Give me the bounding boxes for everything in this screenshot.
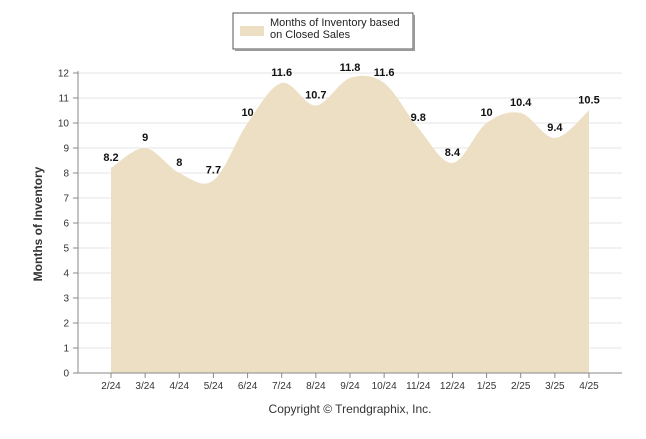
x-tick-label: 2/25 <box>511 381 531 392</box>
area-series <box>110 75 590 373</box>
data-point-5-24 <box>212 180 214 181</box>
x-tick-label: 9/24 <box>340 381 360 392</box>
data-point-2-25 <box>520 112 522 114</box>
x-tick-label: 2/24 <box>101 381 121 392</box>
y-tick-label: 4 <box>63 269 69 280</box>
y-tick-label: 3 <box>63 294 69 305</box>
y-tick-label: 0 <box>63 369 69 380</box>
data-label: 10.4 <box>510 97 532 109</box>
legend-shadow-bottom <box>235 49 415 51</box>
data-point-12-24 <box>451 162 453 164</box>
data-label: 10 <box>241 107 253 119</box>
data-label: 7.7 <box>206 165 221 177</box>
data-label: 9.4 <box>547 122 563 134</box>
legend-label-line1: Months of Inventory based <box>270 17 400 29</box>
axes <box>73 71 622 378</box>
y-tick-label: 12 <box>58 69 70 80</box>
data-label: 8 <box>176 157 182 169</box>
data-point-10-24 <box>383 82 385 84</box>
data-label: 10.5 <box>578 95 599 107</box>
data-point-4-24 <box>178 172 180 174</box>
data-point-7-24 <box>281 82 283 84</box>
y-tick-label: 6 <box>63 219 69 230</box>
data-point-11-24 <box>417 127 419 129</box>
data-point-6-24 <box>247 122 249 124</box>
y-tick-label: 7 <box>63 194 69 205</box>
copyright-credit: Copyright © Trendgraphix, Inc. <box>269 402 432 416</box>
x-tick-label: 6/24 <box>238 381 258 392</box>
x-tick-label: 1/25 <box>477 381 497 392</box>
data-label: 11.8 <box>340 62 361 74</box>
area-fill <box>111 75 589 373</box>
data-label: 8.2 <box>103 152 118 164</box>
y-tick-label: 2 <box>63 319 69 330</box>
data-label: 9.8 <box>411 112 426 124</box>
y-tick-label: 10 <box>58 119 70 130</box>
data-point-3-24 <box>144 147 146 149</box>
x-tick-label: 12/24 <box>440 381 465 392</box>
y-tick-label: 11 <box>59 94 70 105</box>
x-tick-label: 3/24 <box>135 381 155 392</box>
x-tick-labels: 2/24 3/24 4/24 5/24 6/24 7/24 8/24 9/24 10/24 11/… <box>101 381 599 392</box>
legend-swatch <box>240 26 264 36</box>
legend: Months of Inventory based on Closed Sale… <box>232 12 415 51</box>
data-label: 10 <box>480 107 492 119</box>
y-tick-label: 9 <box>63 144 69 155</box>
data-label: 9 <box>142 132 148 144</box>
data-point-1-25 <box>486 122 488 124</box>
data-labels: 8.2 9 8 7.7 10 11.6 10.7 11.8 11.6 9.8 8.4 10 10.4 9.… <box>103 62 599 177</box>
data-label: 11.6 <box>374 67 395 79</box>
x-tick-label: 3/25 <box>545 381 565 392</box>
x-tick-label: 8/24 <box>306 381 326 392</box>
y-axis-title: Months of Inventory <box>31 166 45 281</box>
x-tick-label: 5/24 <box>204 381 224 392</box>
x-tick-label: 4/24 <box>170 381 190 392</box>
x-tick-label: 10/24 <box>372 381 397 392</box>
legend-label-line2: on Closed Sales <box>270 29 351 41</box>
data-point-2-24 <box>110 167 112 169</box>
data-point-9-24 <box>349 77 351 79</box>
x-tick-label: 7/24 <box>272 381 292 392</box>
x-tick-label: 11/24 <box>406 381 431 392</box>
data-label: 11.6 <box>271 67 292 79</box>
data-label: 8.4 <box>445 147 461 159</box>
y-tick-label: 5 <box>63 244 69 255</box>
y-tick-label: 8 <box>63 169 69 180</box>
x-tick-label: 4/25 <box>579 381 599 392</box>
y-tick-label: 1 <box>63 344 69 355</box>
legend-shadow <box>413 15 415 51</box>
data-point-8-24 <box>315 105 317 106</box>
data-point-3-25 <box>554 137 556 139</box>
data-point-4-25 <box>588 110 590 111</box>
data-label: 10.7 <box>305 90 326 102</box>
